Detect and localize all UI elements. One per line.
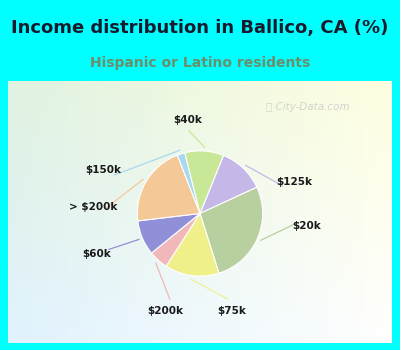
Wedge shape bbox=[152, 214, 200, 266]
Wedge shape bbox=[177, 153, 200, 214]
Text: $40k: $40k bbox=[173, 114, 202, 125]
Wedge shape bbox=[185, 151, 224, 214]
Text: $75k: $75k bbox=[217, 306, 246, 316]
Text: $200k: $200k bbox=[148, 306, 184, 316]
Text: $125k: $125k bbox=[276, 177, 312, 187]
Wedge shape bbox=[200, 155, 257, 214]
Wedge shape bbox=[200, 187, 263, 273]
Text: Hispanic or Latino residents: Hispanic or Latino residents bbox=[90, 56, 310, 70]
Text: $60k: $60k bbox=[82, 249, 111, 259]
Text: Income distribution in Ballico, CA (%): Income distribution in Ballico, CA (%) bbox=[11, 19, 389, 37]
Text: > $200k: > $200k bbox=[69, 202, 118, 212]
Wedge shape bbox=[138, 214, 200, 253]
Wedge shape bbox=[137, 155, 200, 221]
Wedge shape bbox=[166, 214, 219, 276]
Text: $20k: $20k bbox=[292, 221, 321, 231]
Text: $150k: $150k bbox=[85, 164, 121, 175]
Text: ⓘ City-Data.com: ⓘ City-Data.com bbox=[266, 102, 349, 112]
